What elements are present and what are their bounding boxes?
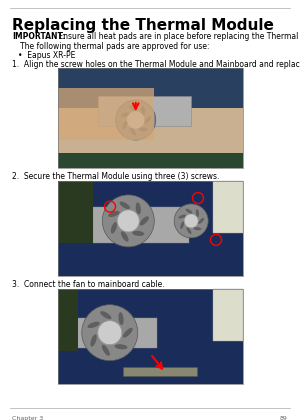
Ellipse shape <box>185 209 193 214</box>
Ellipse shape <box>144 116 151 123</box>
Ellipse shape <box>196 209 199 217</box>
Text: 3.  Connect the fan to mainboard cable.: 3. Connect the fan to mainboard cable. <box>12 280 165 289</box>
Text: •  Eapus XR-PE: • Eapus XR-PE <box>18 51 75 60</box>
Ellipse shape <box>121 113 129 117</box>
Ellipse shape <box>178 215 186 218</box>
Text: 2.  Secure the Thermal Module using three (3) screws.: 2. Secure the Thermal Module using three… <box>12 172 219 181</box>
Ellipse shape <box>108 211 120 217</box>
Text: Chapter 3: Chapter 3 <box>12 416 43 420</box>
Bar <box>58 181 243 276</box>
Text: 1.  Align the screw holes on the Thermal Module and Mainboard and replace the mo: 1. Align the screw holes on the Thermal … <box>12 60 300 69</box>
Circle shape <box>117 210 139 232</box>
Ellipse shape <box>115 344 128 349</box>
Bar <box>58 88 154 140</box>
Bar <box>58 289 243 384</box>
Ellipse shape <box>122 121 127 129</box>
Ellipse shape <box>102 344 110 356</box>
Ellipse shape <box>111 222 117 234</box>
Ellipse shape <box>141 106 145 115</box>
Bar <box>58 68 243 108</box>
Bar <box>58 289 243 384</box>
Bar <box>123 367 197 376</box>
Bar <box>58 108 243 168</box>
Circle shape <box>102 195 154 247</box>
Circle shape <box>184 214 198 228</box>
Bar <box>58 181 243 276</box>
Ellipse shape <box>123 328 133 338</box>
Text: The following thermal pads are approved for use:: The following thermal pads are approved … <box>20 42 209 51</box>
Circle shape <box>174 204 208 238</box>
Bar <box>58 153 243 168</box>
Ellipse shape <box>90 334 97 346</box>
Ellipse shape <box>198 218 204 224</box>
Text: Replacing the Thermal Module: Replacing the Thermal Module <box>12 18 274 33</box>
Circle shape <box>82 304 138 361</box>
Ellipse shape <box>100 311 112 319</box>
Circle shape <box>98 321 122 345</box>
Text: Ensure all heat pads are in place before replacing the Thermal Module.: Ensure all heat pads are in place before… <box>56 32 300 41</box>
Ellipse shape <box>140 216 149 226</box>
Ellipse shape <box>132 231 144 236</box>
Ellipse shape <box>180 221 184 229</box>
Bar <box>98 96 190 126</box>
Bar <box>58 181 93 243</box>
Ellipse shape <box>187 227 191 234</box>
Text: IMPORTANT:: IMPORTANT: <box>12 32 66 41</box>
Ellipse shape <box>121 231 129 242</box>
Ellipse shape <box>119 202 130 209</box>
Ellipse shape <box>130 128 136 136</box>
Ellipse shape <box>194 227 201 230</box>
Circle shape <box>116 100 156 140</box>
Bar <box>58 68 243 168</box>
Ellipse shape <box>129 105 137 111</box>
Bar <box>68 318 157 348</box>
Bar <box>93 207 189 243</box>
Ellipse shape <box>139 127 148 131</box>
Text: 89: 89 <box>280 416 288 420</box>
Ellipse shape <box>87 322 100 328</box>
Bar <box>213 181 243 233</box>
Bar <box>58 289 78 351</box>
Ellipse shape <box>136 202 141 214</box>
Bar <box>213 289 243 341</box>
Circle shape <box>127 111 145 129</box>
Ellipse shape <box>118 312 124 325</box>
